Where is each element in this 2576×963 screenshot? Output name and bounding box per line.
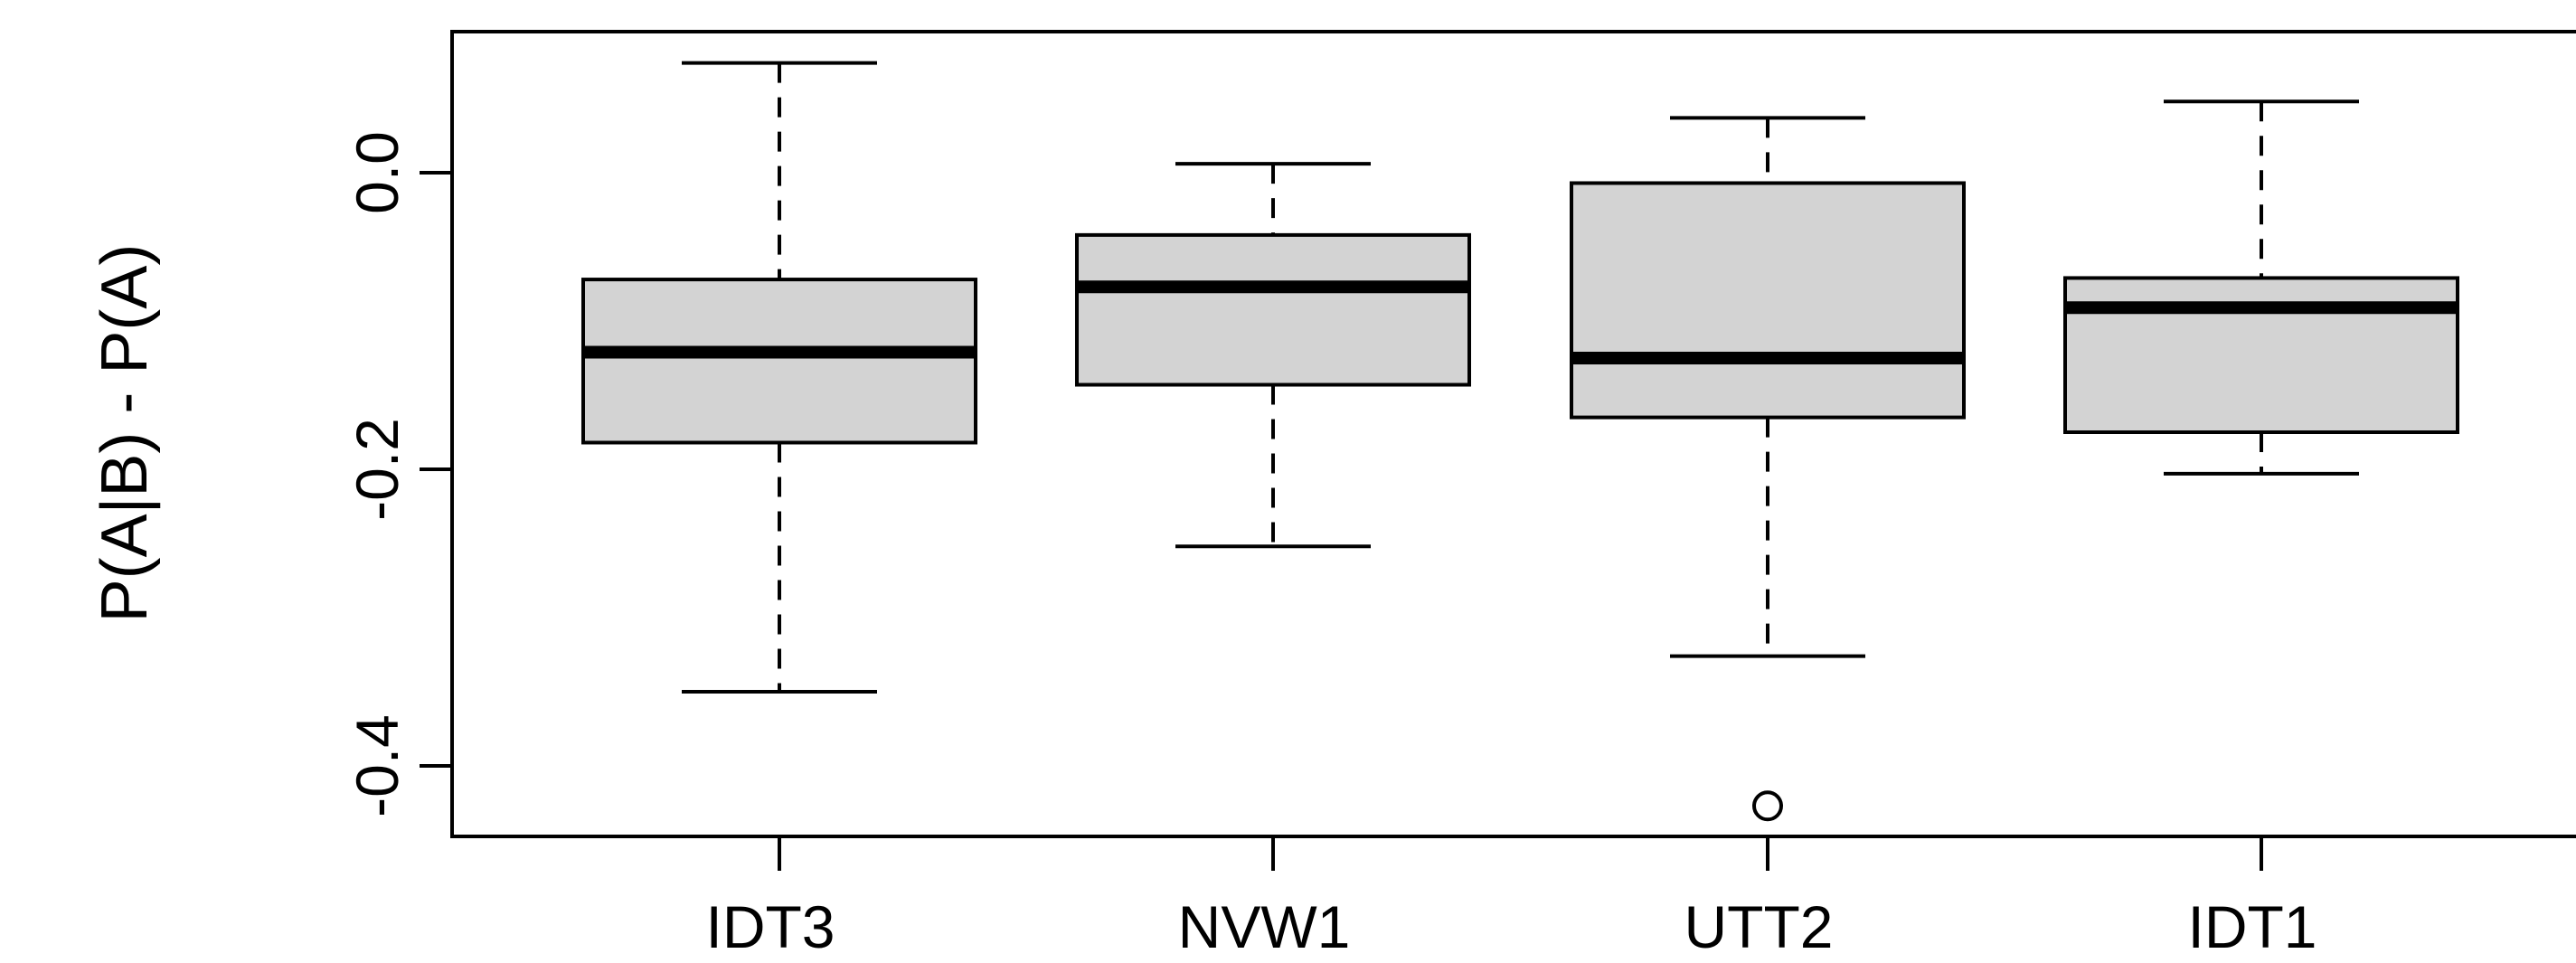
x-tick-label: UTT2 (1684, 893, 1834, 960)
x-tick-label: NVW1 (1178, 893, 1351, 960)
box-nvw1 (1075, 162, 1471, 549)
iqr-box (1570, 181, 1966, 420)
x-tick-label: IDT3 (705, 893, 835, 960)
plot-frame (450, 30, 2576, 838)
y-tick-label: 0.0 (344, 131, 410, 214)
boxes-layer (581, 61, 2459, 822)
box-idt3 (581, 61, 977, 694)
y-tick-label: -0.2 (344, 418, 410, 521)
iqr-box (2063, 276, 2459, 434)
box-idt1 (2063, 99, 2459, 476)
iqr-box (1075, 232, 1471, 387)
y-axis: 0.0 -0.2 -0.4 (344, 131, 452, 817)
x-tick-label: IDT1 (2187, 893, 2317, 960)
box-utt2 (1570, 116, 1966, 822)
y-tick-label: -0.4 (344, 714, 410, 817)
plot-area (450, 30, 2576, 838)
x-axis: IDT3 NVW1 UTT2 IDT1 (705, 836, 2317, 960)
outlier-point (1752, 790, 1783, 822)
y-axis-label: P(A|B) - P(A) (89, 244, 161, 623)
iqr-box (581, 278, 977, 445)
